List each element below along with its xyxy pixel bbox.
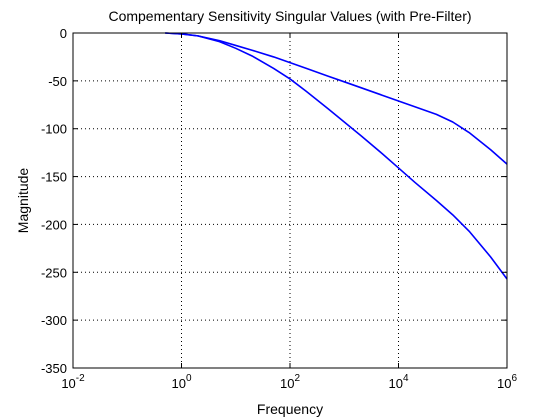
y-tick-label: 0 [60,26,67,41]
x-tick-label: 100 [171,373,191,391]
y-tick-label: -200 [41,217,67,232]
series-line-1 [165,32,508,165]
series-lines [165,32,508,280]
y-tick-label: -250 [41,265,67,280]
series-line-2 [165,32,508,280]
y-tick-label: -300 [41,313,67,328]
y-tick-label: -100 [41,122,67,137]
x-tick-label: 106 [497,373,517,391]
grid-lines [73,33,507,368]
x-axis-label: Frequency [257,401,323,417]
x-tick-label: 10-2 [61,373,85,391]
y-tick-label: -150 [41,170,67,185]
chart-title: Compementary Sensitivity Singular Values… [108,8,471,24]
axis-ticks: 10-2 100 102 104 106 0 -50 -100 -150 -200 -250 -300… [41,26,517,391]
y-tick-label: -350 [41,361,67,376]
x-tick-label: 102 [280,373,300,391]
y-tick-label: -50 [48,74,67,89]
y-axis-label: Magnitude [15,168,31,234]
x-tick-label: 104 [388,373,408,391]
